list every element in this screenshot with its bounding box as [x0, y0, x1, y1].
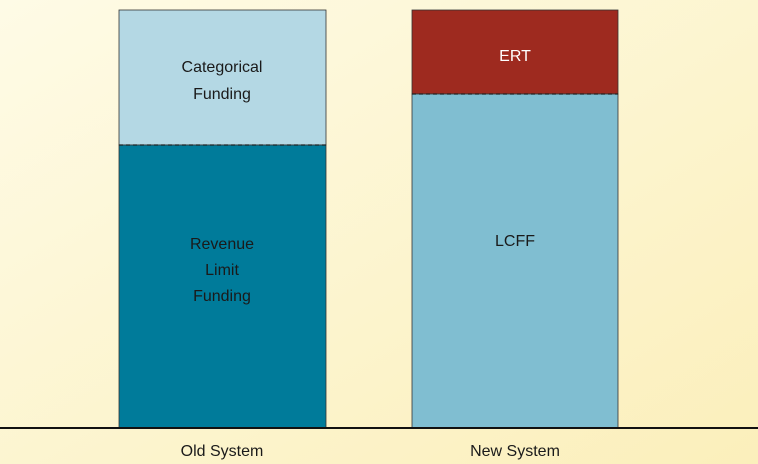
segment-label: Limit — [205, 262, 239, 279]
bar-label: Old System — [181, 443, 264, 460]
bar-label: New System — [470, 443, 560, 460]
bar-segment — [411, 9, 619, 95]
segment-label: Funding — [193, 86, 251, 103]
segment-label: ERT — [499, 48, 531, 65]
segment-label: LCFF — [495, 233, 535, 250]
bar-segment — [411, 93, 619, 429]
segment-label: Funding — [193, 288, 251, 305]
segment-label: Revenue — [190, 236, 254, 253]
bar-segment — [118, 144, 327, 429]
segment-label: Categorical — [182, 59, 263, 76]
bar-segment — [118, 9, 327, 146]
